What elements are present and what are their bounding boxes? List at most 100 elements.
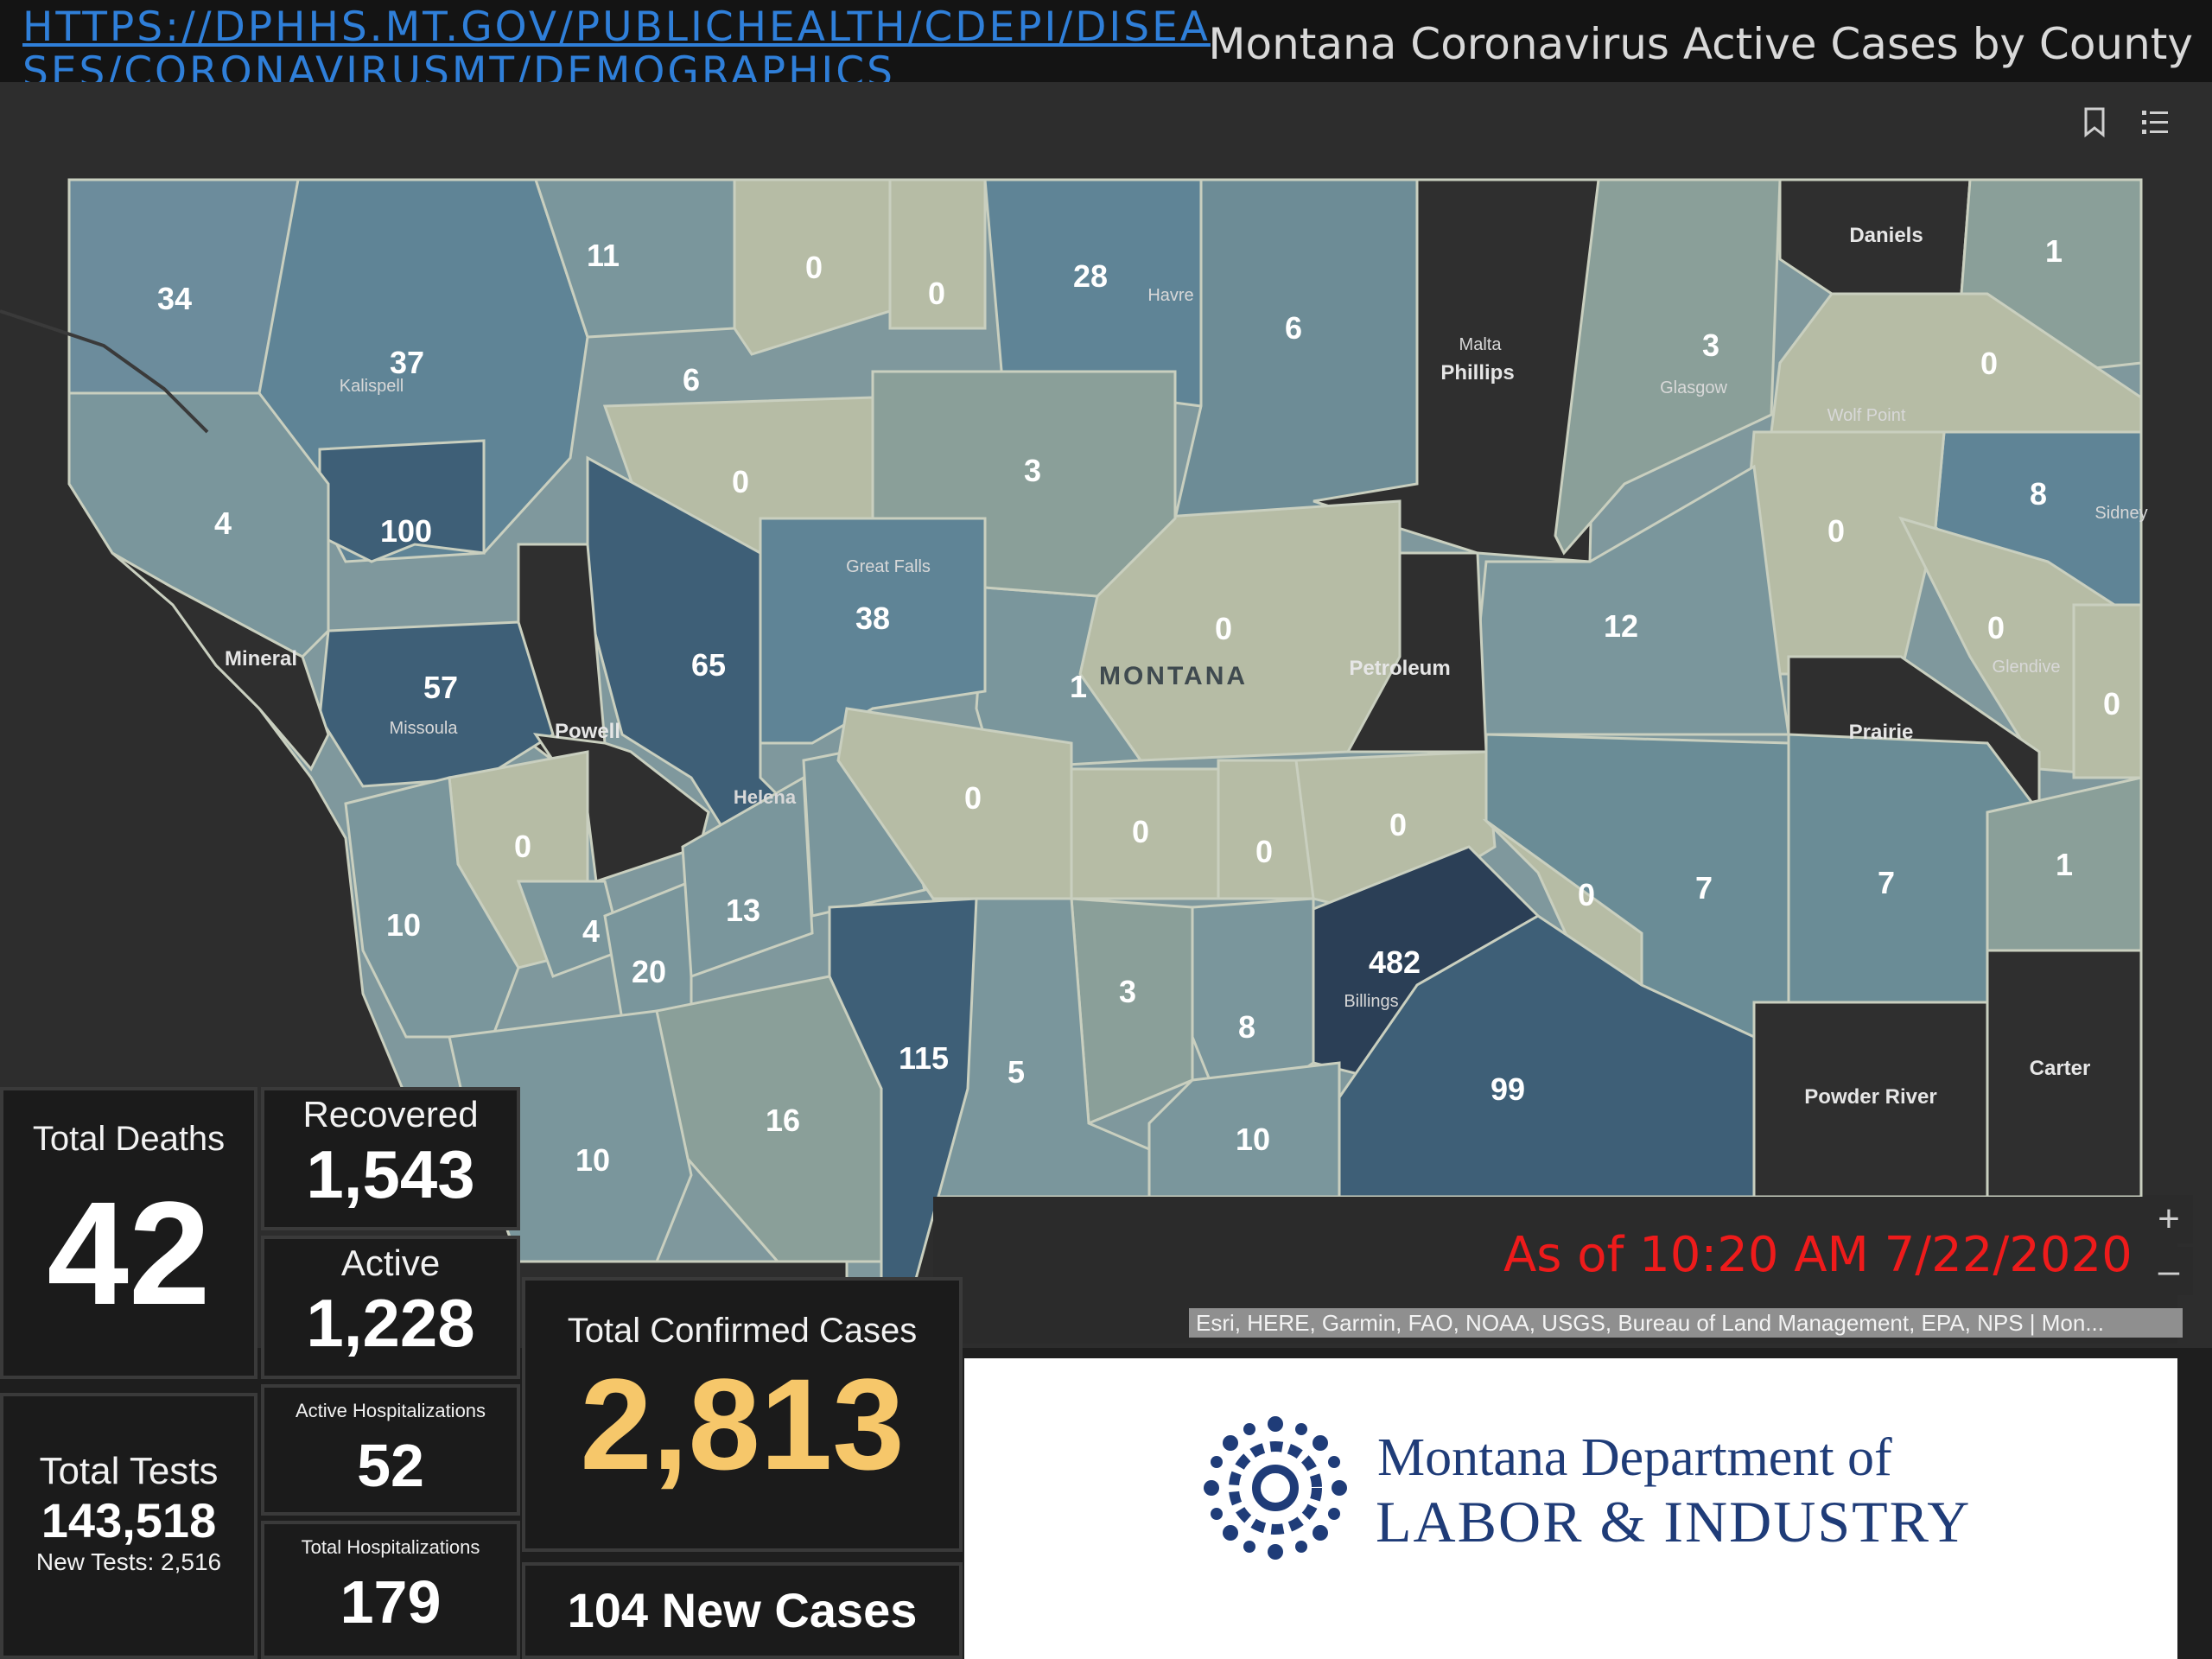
count-sweet-grass: 8 bbox=[1238, 1009, 1255, 1045]
count-stillwater: 3 bbox=[1119, 974, 1136, 1009]
count-granite: 0 bbox=[514, 829, 531, 864]
count-roosevelt: 0 bbox=[1980, 346, 1998, 381]
county-ravalli bbox=[344, 776, 520, 1039]
logo-text-line2: LABOR & INDUSTRY bbox=[1376, 1489, 1972, 1554]
recovered-box: Recovered 1,543 bbox=[261, 1087, 520, 1230]
count-cascade: 38 bbox=[855, 601, 890, 636]
count-richland: 8 bbox=[2030, 476, 2047, 512]
county-label-petroleum: Petroleum bbox=[1349, 657, 1450, 680]
active-hospitalizations-box: Active Hospitalizations 52 bbox=[261, 1384, 520, 1516]
count-hill: 28 bbox=[1073, 258, 1108, 294]
county-label-daniels: Daniels bbox=[1849, 224, 1923, 247]
county-blaine bbox=[1173, 178, 1419, 520]
active-label: Active bbox=[340, 1243, 441, 1283]
total-deaths-label: Total Deaths bbox=[32, 1120, 226, 1158]
total-tests-label: Total Tests bbox=[39, 1450, 219, 1492]
county-label-phillips: Phillips bbox=[1440, 361, 1514, 385]
dli-logo-panel: Montana Department of LABOR & INDUSTRY bbox=[964, 1358, 2177, 1659]
new-cases-value: 104 New Cases bbox=[567, 1583, 918, 1637]
logo-text-line1: Montana Department of bbox=[1377, 1428, 1892, 1487]
new-tests-value: New Tests: 2,516 bbox=[35, 1548, 222, 1575]
zoom-out-button[interactable]: – bbox=[2145, 1247, 2193, 1295]
count-flathead: 37 bbox=[390, 345, 424, 380]
count-missoula: 57 bbox=[423, 670, 458, 705]
count-chouteau: 3 bbox=[1024, 453, 1041, 488]
total-confirmed-value: 2,813 bbox=[580, 1351, 905, 1497]
map-toolbar bbox=[2072, 99, 2177, 144]
county-label-mineral: Mineral bbox=[225, 647, 297, 671]
count-liberty: 0 bbox=[928, 276, 945, 311]
case-count-labels: 34 11 0 0 28 6 1 37 6 0 3 4 100 0 3 38 0… bbox=[157, 233, 2120, 1178]
count-garfield: 12 bbox=[1604, 608, 1638, 644]
total-confirmed-box: Total Confirmed Cases 2,813 bbox=[522, 1277, 963, 1552]
total-hospitalizations-label: Total Hospitalizations bbox=[301, 1536, 480, 1558]
total-deaths-value: 42 bbox=[47, 1172, 211, 1336]
count-blaine: 6 bbox=[1285, 310, 1302, 346]
count-beaverhead: 10 bbox=[575, 1142, 610, 1178]
city-labels: Kalispell Havre Malta Glasgow Wolf Point… bbox=[340, 286, 2148, 1011]
county-liberty bbox=[888, 178, 987, 330]
city-label-glendive: Glendive bbox=[1993, 658, 2061, 677]
county-name-labels: Daniels Phillips Mineral Petroleum Powel… bbox=[225, 224, 2090, 1109]
count-big-horn: 99 bbox=[1491, 1071, 1525, 1107]
count-wibaux: 0 bbox=[2103, 686, 2120, 721]
county-sanders bbox=[67, 391, 330, 658]
county-label-prairie: Prairie bbox=[1849, 721, 1914, 744]
count-wheatland: 0 bbox=[1132, 814, 1149, 849]
count-dawson: 0 bbox=[1987, 610, 2005, 645]
total-tests-box: Total Tests 143,518 New Tests: 2,516 bbox=[0, 1393, 257, 1659]
as-of-timestamp: As of 10:20 AM 7/22/2020 bbox=[1503, 1227, 2133, 1283]
city-label-helena: Helena bbox=[734, 786, 797, 808]
map-panel[interactable]: Kalispell Havre Malta Glasgow Wolf Point… bbox=[0, 82, 2212, 1348]
count-madison: 16 bbox=[766, 1103, 800, 1138]
county-shapes bbox=[67, 178, 2143, 1281]
total-deaths-box: Total Deaths 42 bbox=[0, 1087, 257, 1379]
recovered-value: 1,543 bbox=[306, 1136, 475, 1212]
city-label-wolf-point: Wolf Point bbox=[1827, 406, 1906, 425]
active-box: Active 1,228 bbox=[261, 1236, 520, 1379]
county-label-powell: Powell bbox=[555, 720, 620, 743]
total-hospitalizations-value: 179 bbox=[340, 1568, 442, 1636]
count-gallatin: 115 bbox=[899, 1040, 949, 1076]
source-link[interactable]: HTTPS://DPHHS.MT.GOV/PUBLICHEALTH/CDEPI/… bbox=[22, 3, 1211, 96]
count-glacier: 11 bbox=[587, 238, 620, 273]
basemap-terrain-line bbox=[0, 309, 209, 434]
count-meagher: 0 bbox=[964, 780, 982, 816]
count-silver-bow: 20 bbox=[632, 954, 666, 989]
county-toole bbox=[733, 178, 892, 356]
active-hospitalizations-label: Active Hospitalizations bbox=[295, 1400, 486, 1421]
count-toole: 0 bbox=[805, 250, 823, 285]
city-label-billings: Billings bbox=[1344, 992, 1398, 1011]
new-cases-box: 104 New Cases bbox=[522, 1562, 963, 1659]
total-hospitalizations-box: Total Hospitalizations 179 bbox=[261, 1521, 520, 1659]
city-label-malta: Malta bbox=[1459, 335, 1503, 354]
active-hospitalizations-value: 52 bbox=[357, 1432, 424, 1499]
count-judith-basin: 1 bbox=[1070, 669, 1087, 704]
count-prairie-south: 7 bbox=[1878, 865, 1895, 900]
county-cascade bbox=[759, 517, 987, 745]
county-jefferson bbox=[681, 775, 814, 979]
county-map[interactable]: Kalispell Havre Malta Glasgow Wolf Point… bbox=[0, 82, 2212, 1348]
count-yellowstone: 482 bbox=[1369, 944, 1421, 980]
count-rosebud-north: 0 bbox=[1578, 877, 1595, 912]
total-confirmed-label: Total Confirmed Cases bbox=[567, 1312, 918, 1350]
count-lincoln: 34 bbox=[157, 281, 192, 316]
bookmark-icon[interactable] bbox=[2072, 99, 2117, 144]
city-label-missoula: Missoula bbox=[390, 719, 459, 738]
city-label-sidney: Sidney bbox=[2094, 504, 2147, 523]
count-pondera-north: 6 bbox=[683, 362, 700, 397]
count-sanders: 4 bbox=[214, 505, 232, 541]
count-sheridan: 1 bbox=[2045, 233, 2063, 269]
count-deer-lodge: 4 bbox=[582, 913, 600, 949]
count-golden-valley: 0 bbox=[1255, 834, 1273, 869]
header-bar: HTTPS://DPHHS.MT.GOV/PUBLICHEALTH/CDEPI/… bbox=[0, 0, 2212, 95]
map-title: Montana Coronavirus Active Cases by Coun… bbox=[1208, 19, 2193, 69]
legend-list-icon[interactable] bbox=[2133, 99, 2177, 144]
city-label-kalispell: Kalispell bbox=[340, 377, 404, 396]
count-mccone: 0 bbox=[1827, 513, 1845, 549]
zoom-in-button[interactable]: + bbox=[2145, 1195, 2193, 1243]
total-tests-value: 143,518 bbox=[41, 1493, 217, 1548]
count-teton: 65 bbox=[691, 647, 726, 683]
count-lake: 100 bbox=[380, 513, 432, 549]
map-attribution[interactable]: Esri, HERE, Garmin, FAO, NOAA, USGS, Bur… bbox=[1189, 1308, 2183, 1338]
